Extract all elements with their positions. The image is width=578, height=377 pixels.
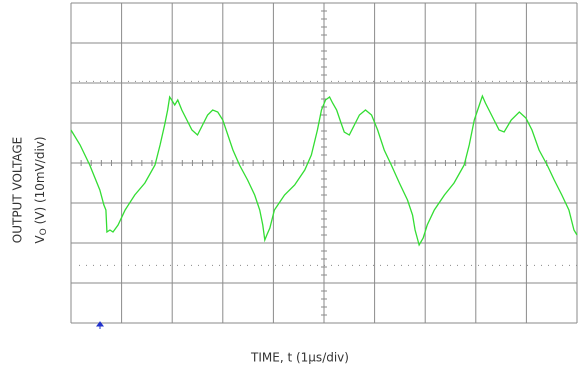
y-label-rest: (V) (10mV/div) xyxy=(33,136,47,228)
y-label-symbol: V xyxy=(33,235,47,244)
y-axis-title: OUTPUT VOLTAGE xyxy=(11,137,25,243)
center-axes xyxy=(70,2,578,324)
waveform xyxy=(70,94,578,247)
x-axis-label: TIME, t (1µs/div) xyxy=(250,351,349,365)
trigger-marker xyxy=(96,321,104,329)
y-axis-label: VO (V) (10mV/div) xyxy=(33,136,49,243)
y-label-subscript: O xyxy=(39,228,49,235)
